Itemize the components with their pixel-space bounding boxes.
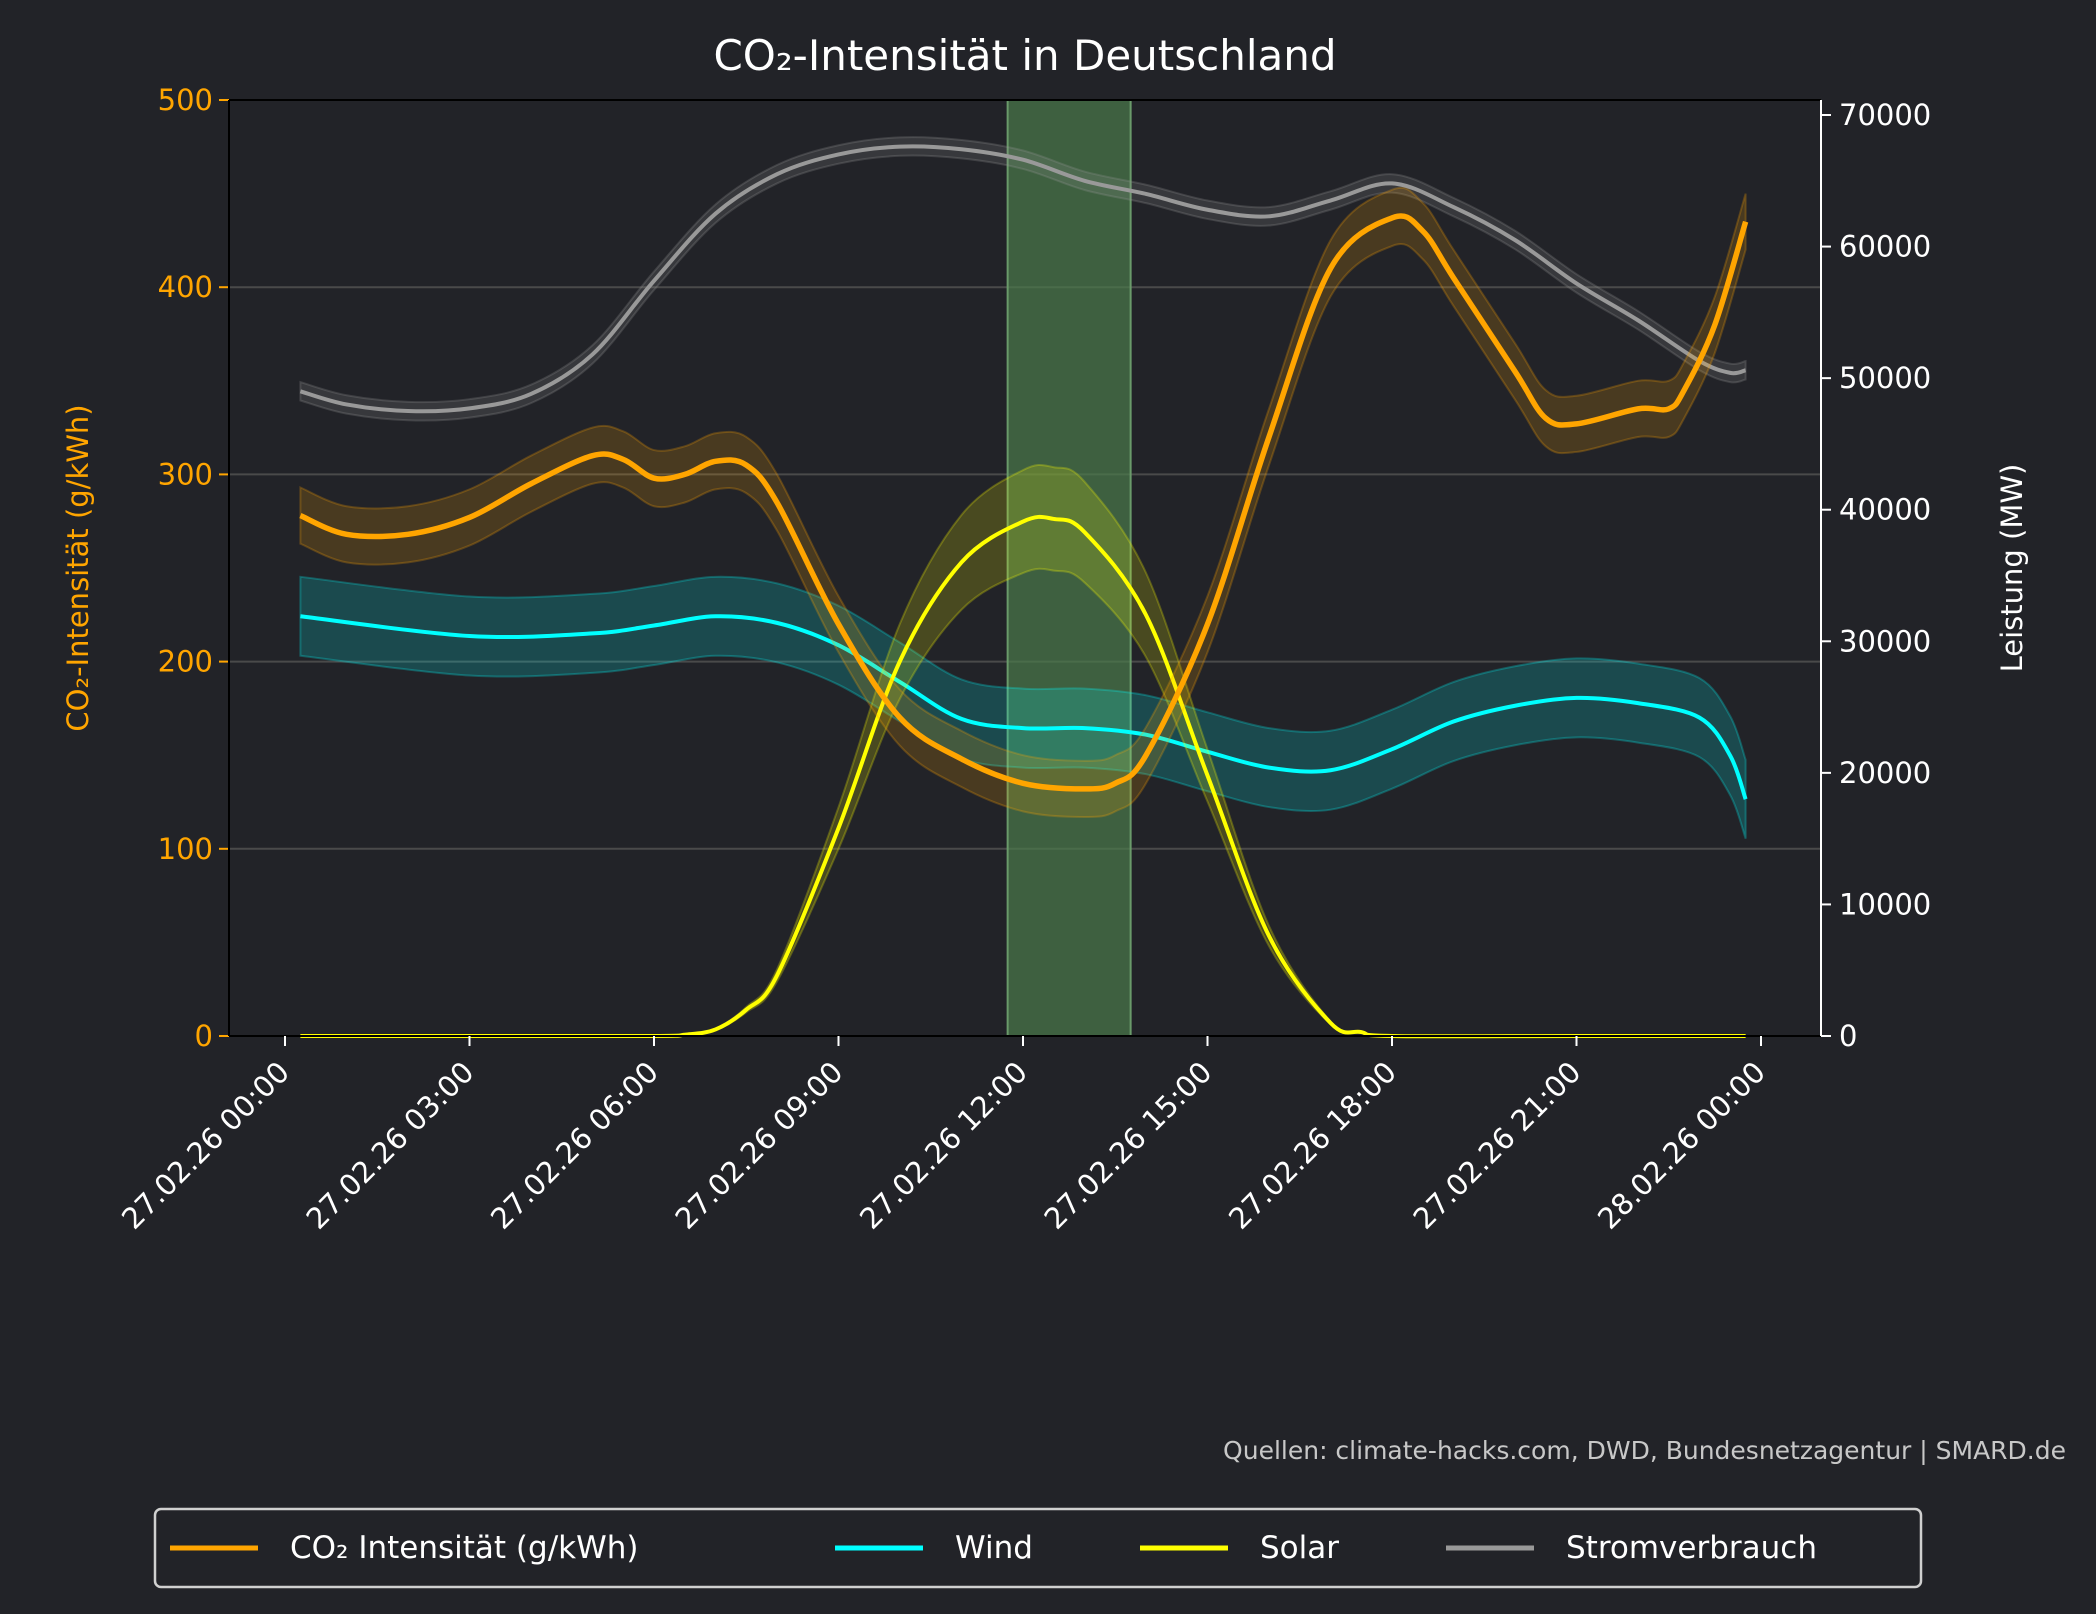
highlight-span [1006,99,1132,1037]
y-right-label: Leistung (MW) [1995,464,2029,673]
source-text: Quellen: climate-hacks.com, DWD, Bundesn… [1223,1436,2066,1465]
legend-label: Stromverbrauch [1566,1530,1817,1566]
y-left-tick-label: 300 [158,457,213,491]
y-right-tick-label: 30000 [1839,624,1931,658]
legend-box [153,1507,1923,1589]
legend-label: Wind [955,1530,1033,1566]
y-left-label: CO₂-Intensität (g/kWh) [61,404,95,731]
y-right-tick-label: 60000 [1839,230,1931,264]
y-right-tick-label: 0 [1839,1019,1857,1053]
chart-title: CO₂-Intensität in Deutschland [713,31,1336,80]
y-right-tick-label: 20000 [1839,756,1931,790]
y-left-tick-label: 100 [158,832,213,866]
solar-line [300,514,1746,1039]
y-right-tick-label: 10000 [1839,887,1931,921]
co-intensit-t-g-kwh--band [299,186,1747,818]
y-left-tick-label: 400 [158,270,213,304]
legend: CO₂ Intensität (g/kWh) Wind Solar Stromverb… [153,1507,1923,1589]
y-right-tick-label: 40000 [1839,493,1931,527]
wind-line [300,614,1748,800]
y-left-tick-label: 0 [195,1019,213,1053]
stromverbrauch-line [299,144,1747,414]
co-intensit-t-g-kwh--line [299,213,1749,792]
stromverbrauch-band [299,136,1747,422]
y-left-tick-label: 200 [158,645,213,679]
y-left-tick-label: 500 [158,83,213,117]
legend-label: Solar [1260,1530,1339,1566]
legend-label: CO₂ Intensität (g/kWh) [290,1530,638,1566]
y-right-tick-label: 70000 [1839,98,1931,132]
y-right-tick-label: 50000 [1839,361,1931,395]
